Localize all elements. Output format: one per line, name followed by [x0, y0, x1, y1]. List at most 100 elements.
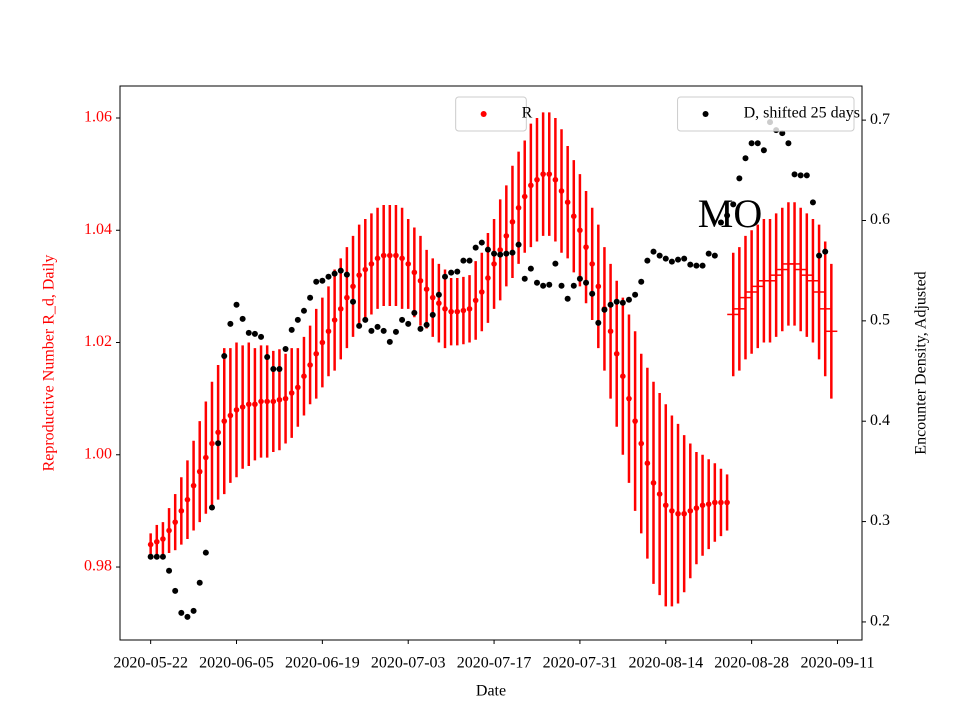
marker — [724, 212, 731, 219]
marker — [221, 352, 228, 359]
marker — [675, 256, 682, 263]
marker — [417, 325, 424, 332]
marker — [540, 282, 547, 289]
annotation: MO — [698, 191, 762, 236]
marker — [405, 320, 412, 327]
marker — [534, 176, 540, 183]
marker — [625, 296, 632, 303]
marker — [196, 579, 203, 586]
marker — [319, 339, 326, 346]
marker — [325, 328, 332, 335]
legend-label: D, shifted 25 days — [744, 105, 860, 122]
marker — [717, 219, 724, 226]
marker — [337, 306, 344, 312]
marker — [632, 418, 638, 424]
marker — [540, 171, 546, 177]
marker — [797, 172, 804, 179]
legend: D, shifted 25 days — [677, 96, 860, 132]
marker — [362, 266, 369, 273]
marker — [374, 255, 381, 262]
marker — [153, 538, 160, 545]
marker — [736, 175, 743, 182]
marker — [178, 609, 185, 616]
marker — [693, 262, 700, 269]
marker — [258, 333, 265, 340]
marker — [313, 350, 320, 357]
marker — [203, 454, 209, 461]
marker — [387, 252, 393, 259]
marker — [601, 306, 608, 313]
marker — [202, 549, 209, 556]
marker — [509, 249, 516, 256]
marker — [785, 140, 792, 147]
marker — [356, 322, 363, 329]
marker — [436, 300, 442, 307]
marker — [564, 295, 571, 302]
marker — [294, 316, 301, 323]
marker — [711, 252, 718, 259]
marker — [816, 252, 823, 259]
marker — [577, 227, 583, 234]
x-tick-label: 2020-08-28 — [714, 655, 789, 672]
marker — [362, 316, 369, 323]
marker — [233, 407, 240, 413]
marker — [699, 502, 706, 509]
marker — [613, 350, 620, 357]
y-tick-label: 1.04 — [84, 221, 112, 238]
marker — [546, 281, 553, 288]
series — [727, 202, 838, 399]
marker — [343, 271, 350, 278]
marker — [423, 321, 430, 328]
marker — [417, 277, 424, 284]
marker — [662, 502, 669, 509]
x-tick-label: 2020-06-05 — [199, 655, 274, 672]
marker — [705, 250, 712, 257]
marker — [626, 395, 632, 402]
marker — [147, 553, 154, 560]
marker — [650, 248, 657, 255]
marker — [822, 248, 829, 255]
marker — [411, 269, 418, 276]
marker — [558, 282, 565, 289]
marker — [270, 398, 277, 405]
x-tick-label: 2020-08-14 — [628, 655, 703, 672]
marker — [313, 278, 320, 285]
marker — [264, 398, 270, 405]
plot-frame — [119, 85, 863, 641]
marker — [564, 199, 571, 205]
marker — [282, 395, 289, 402]
marker — [472, 297, 479, 304]
marker — [386, 338, 393, 345]
marker — [681, 255, 688, 262]
x-tick-label: 2020-07-31 — [543, 655, 618, 672]
marker — [184, 496, 191, 503]
y2-tick-label: 0.2 — [870, 613, 890, 630]
x-tick-label: 2020-07-17 — [457, 655, 532, 672]
marker — [435, 291, 442, 298]
marker — [546, 171, 553, 177]
marker — [227, 320, 234, 327]
marker — [454, 268, 461, 275]
x-tick-label: 2020-07-03 — [371, 655, 446, 672]
marker — [337, 267, 344, 274]
marker — [276, 366, 283, 373]
marker — [245, 329, 252, 336]
marker — [380, 327, 387, 334]
marker — [521, 275, 528, 282]
marker — [478, 239, 485, 246]
marker — [282, 345, 289, 352]
marker — [442, 306, 448, 312]
marker — [509, 219, 516, 225]
marker — [399, 316, 406, 323]
marker — [754, 140, 761, 147]
marker — [613, 298, 620, 305]
marker — [405, 261, 412, 267]
y-axis-label: Reproductive Number R_d, Daily — [41, 255, 58, 472]
marker — [190, 482, 197, 489]
marker — [264, 353, 271, 360]
legend: R — [455, 96, 533, 132]
marker — [668, 258, 675, 265]
marker — [429, 311, 436, 318]
